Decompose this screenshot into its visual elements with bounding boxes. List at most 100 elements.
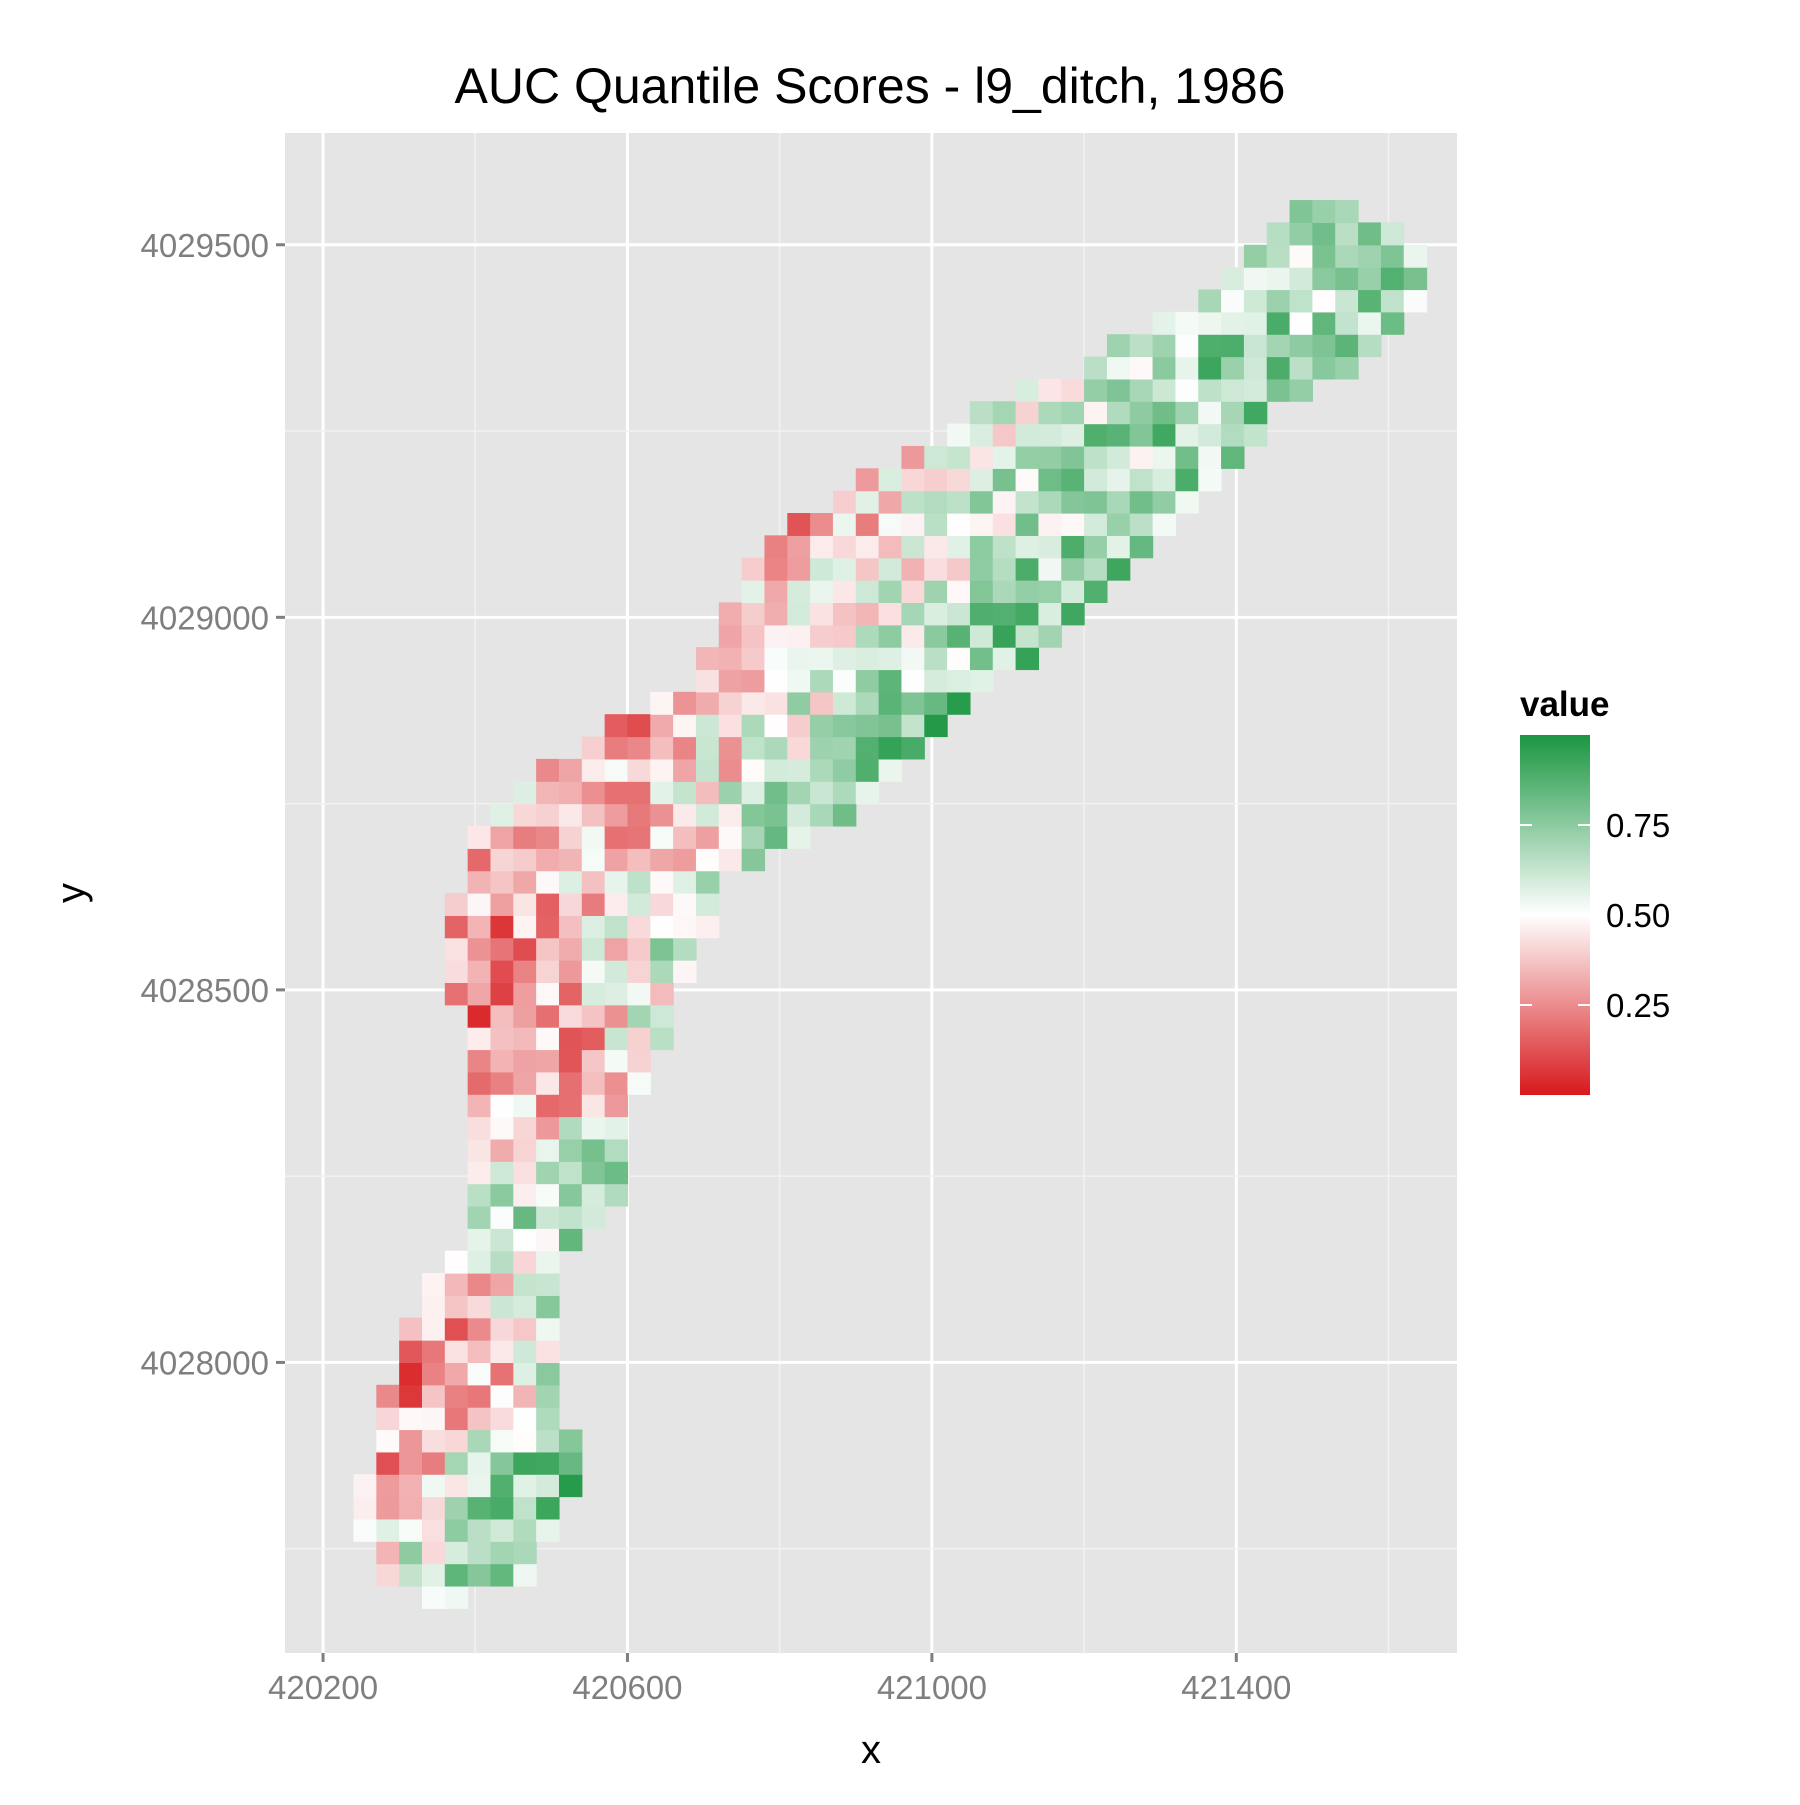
heatmap-cell (1175, 468, 1198, 491)
heatmap-cell (833, 602, 856, 625)
heatmap-cell (970, 446, 993, 469)
heatmap-cell (582, 1184, 605, 1207)
heatmap-cell (673, 714, 696, 737)
heatmap-cell (856, 580, 879, 603)
heatmap-cell (719, 826, 742, 849)
heatmap-cell (399, 1340, 422, 1363)
heatmap-cell (490, 1228, 513, 1251)
legend-tick-label: 0.50 (1606, 897, 1670, 934)
heatmap-cell (605, 781, 628, 804)
heatmap-cell (513, 938, 536, 961)
heatmap-cell (696, 915, 719, 938)
heatmap-cell (1335, 334, 1358, 357)
heatmap-cell (696, 759, 719, 782)
heatmap-cell (879, 737, 902, 760)
heatmap-cell (1107, 491, 1130, 514)
heatmap-cell (1335, 200, 1358, 223)
heatmap-cell (719, 602, 742, 625)
heatmap-cell (742, 759, 765, 782)
heatmap-cell (376, 1429, 399, 1452)
heatmap-cell (1153, 357, 1176, 380)
heatmap-cell (468, 1161, 491, 1184)
heatmap-cell (559, 1452, 582, 1475)
heatmap-cell (490, 804, 513, 827)
heatmap-cell (947, 669, 970, 692)
heatmap-cell (536, 1161, 559, 1184)
heatmap-cell (605, 938, 628, 961)
heatmap-cell (468, 1094, 491, 1117)
heatmap-cell (422, 1541, 445, 1564)
heatmap-cell (559, 1206, 582, 1229)
heatmap-cell (924, 446, 947, 469)
heatmap-cell (833, 692, 856, 715)
heatmap-cell (810, 669, 833, 692)
heatmap-cell (787, 781, 810, 804)
heatmap-cell (742, 826, 765, 849)
heatmap-cell (559, 1027, 582, 1050)
heatmap-cell (1016, 647, 1039, 670)
heatmap-cell (399, 1519, 422, 1542)
heatmap-cell (582, 938, 605, 961)
heatmap-cell (673, 759, 696, 782)
heatmap-cell (1061, 446, 1084, 469)
heatmap-cell (764, 804, 787, 827)
heatmap-cell (787, 625, 810, 648)
heatmap-cell (901, 468, 924, 491)
heatmap-cell (901, 446, 924, 469)
heatmap-cell (422, 1407, 445, 1430)
heatmap-cell (879, 692, 902, 715)
heatmap-cell (673, 804, 696, 827)
heatmap-cell (993, 513, 1016, 536)
heatmap-cell (582, 804, 605, 827)
heatmap-cell (513, 915, 536, 938)
heatmap-cell (673, 692, 696, 715)
heatmap-cell (1084, 468, 1107, 491)
heatmap-cell (376, 1541, 399, 1564)
heatmap-cell (422, 1564, 445, 1587)
heatmap-cell (1312, 267, 1335, 290)
heatmap-cell (445, 1407, 468, 1430)
heatmap-cell (924, 714, 947, 737)
heatmap-cell (627, 1049, 650, 1072)
heatmap-cell (650, 1005, 673, 1028)
heatmap-cell (468, 871, 491, 894)
heatmap-cell (742, 714, 765, 737)
heatmap-cell (536, 1206, 559, 1229)
heatmap-cell (1244, 379, 1267, 402)
heatmap-cell (879, 602, 902, 625)
heatmap-cell (605, 1049, 628, 1072)
heatmap-cell (445, 960, 468, 983)
heatmap-cell (650, 848, 673, 871)
heatmap-cell (468, 1564, 491, 1587)
heatmap-cell (1290, 245, 1313, 268)
heatmap-cell (399, 1429, 422, 1452)
heatmap-cell (1061, 535, 1084, 558)
heatmap-cell (1267, 357, 1290, 380)
heatmap-cell (422, 1385, 445, 1408)
heatmap-cell (947, 468, 970, 491)
heatmap-cell (445, 1362, 468, 1385)
heatmap-cell (719, 669, 742, 692)
heatmap-cell (1016, 558, 1039, 581)
heatmap-cell (605, 893, 628, 916)
heatmap-cell (742, 848, 765, 871)
heatmap-cell (582, 871, 605, 894)
heatmap-cell (1016, 401, 1039, 424)
heatmap-cell (513, 871, 536, 894)
heatmap-cell (764, 826, 787, 849)
heatmap-cell (696, 893, 719, 916)
heatmap-cell (1107, 357, 1130, 380)
heatmap-cell (559, 1184, 582, 1207)
heatmap-cell (1107, 468, 1130, 491)
heatmap-cell (1198, 289, 1221, 312)
heatmap-cell (696, 647, 719, 670)
heatmap-cell (833, 558, 856, 581)
heatmap-cell (513, 1452, 536, 1475)
heatmap-cell (1290, 357, 1313, 380)
heatmap-cell (582, 893, 605, 916)
heatmap-cell (376, 1452, 399, 1475)
heatmap-cell (1198, 357, 1221, 380)
heatmap-cell (490, 1005, 513, 1028)
heatmap-cell (764, 625, 787, 648)
heatmap-cell (1290, 289, 1313, 312)
